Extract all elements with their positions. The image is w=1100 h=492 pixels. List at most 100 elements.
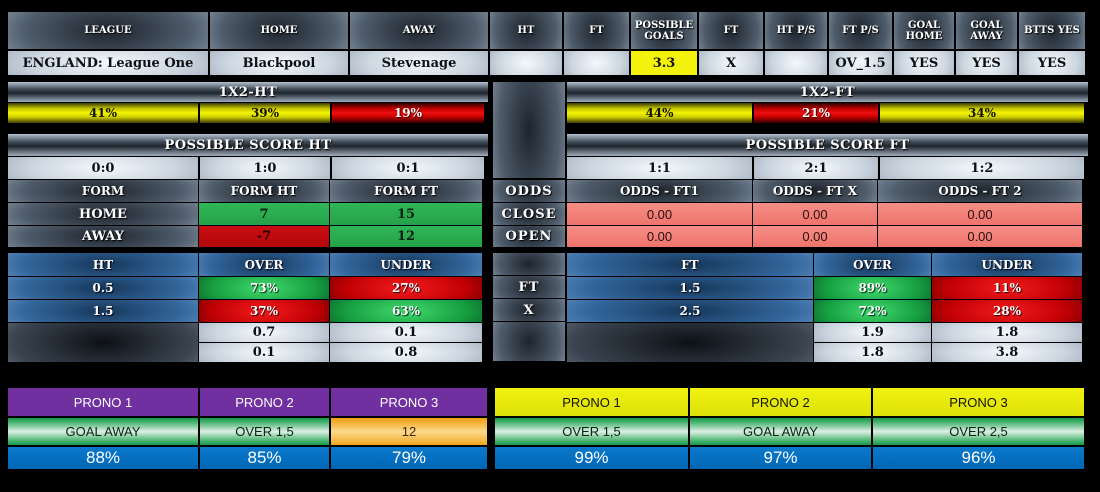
header-ht: HT bbox=[490, 12, 562, 49]
odds-label: ODDS bbox=[493, 180, 565, 202]
header-ft-pick: FT bbox=[699, 12, 763, 49]
under-header: UNDER bbox=[932, 253, 1082, 276]
over-pct-cell: 37% bbox=[199, 300, 329, 322]
odds-ft-table: ODDS - FT1 ODDS - FT X ODDS - FT 2 0.00 … bbox=[567, 180, 1088, 247]
pronos-ht-table: PRONO 1 PRONO 2 PRONO 3 GOAL AWAY OVER 1… bbox=[8, 388, 491, 469]
header-away: AWAY bbox=[350, 12, 488, 49]
over-header: OVER bbox=[814, 253, 931, 276]
pct-1x2-ht-draw: 39% bbox=[200, 103, 330, 123]
prono-pick: OVER 1,5 bbox=[200, 418, 329, 445]
header-btts-yes: BTTS YES bbox=[1019, 12, 1085, 49]
prono-pick: OVER 2,5 bbox=[873, 418, 1084, 445]
odds-open-cell: 0.00 bbox=[878, 226, 1082, 247]
value-btts-yes: YES bbox=[1019, 51, 1085, 75]
prono-confidence: 97% bbox=[690, 447, 871, 469]
odds-value-cell: 1.8 bbox=[814, 343, 931, 362]
prono-header: PRONO 1 bbox=[8, 388, 198, 416]
line-label: 0.5 bbox=[8, 277, 198, 299]
prono-confidence: 88% bbox=[8, 447, 198, 469]
prono-pick: OVER 1,5 bbox=[495, 418, 688, 445]
over-pct-cell: 72% bbox=[814, 300, 931, 322]
odds-open-cell: 0.00 bbox=[753, 226, 877, 247]
match-table: LEAGUE HOME AWAY HT FT POSSIBLE GOALS FT… bbox=[8, 12, 1087, 75]
form-header: FORM bbox=[8, 180, 198, 202]
value-possible-goals: 3.3 bbox=[631, 51, 697, 75]
blank-cell bbox=[8, 323, 198, 362]
score-cell: 1:0 bbox=[200, 157, 330, 179]
open-label: OPEN bbox=[493, 226, 565, 247]
blank-cell bbox=[493, 82, 565, 178]
prono-header: PRONO 1 bbox=[495, 388, 688, 416]
over-header: OVER bbox=[199, 253, 329, 276]
odds-value-cell: 0.1 bbox=[330, 323, 482, 342]
form-ht-header: FORM HT bbox=[199, 180, 329, 202]
blank-cell bbox=[493, 253, 565, 275]
form-away-ft-value: 12 bbox=[330, 226, 482, 247]
form-home-label: HOME bbox=[8, 203, 198, 225]
possible-score-ft-row: 1:1 2:1 1:2 bbox=[567, 157, 1088, 179]
value-ht-ps bbox=[765, 51, 827, 75]
line-label: 2.5 bbox=[567, 300, 813, 322]
odds-close-cell: 0.00 bbox=[753, 203, 877, 225]
ft-line-header: FT bbox=[567, 253, 813, 276]
pct-1x2-ft-draw: 21% bbox=[754, 103, 878, 123]
header-league: LEAGUE bbox=[8, 12, 208, 49]
value-goal-home: YES bbox=[894, 51, 954, 75]
form-ft-header: FORM FT bbox=[330, 180, 482, 202]
odds-ft1-header: ODDS - FT1 bbox=[567, 180, 752, 202]
score-cell: 0:1 bbox=[332, 157, 484, 179]
under-pct-cell: 11% bbox=[932, 277, 1082, 299]
line-label: 1.5 bbox=[567, 277, 813, 299]
odds-close-cell: 0.00 bbox=[567, 203, 752, 225]
ft-over-under-table: FT OVER UNDER 1.5 89% 11% 2.5 72% 28% 1.… bbox=[567, 253, 1088, 362]
value-goal-away: YES bbox=[956, 51, 1017, 75]
odds-ft2-header: ODDS - FT 2 bbox=[878, 180, 1082, 202]
under-pct-cell: 63% bbox=[330, 300, 482, 322]
pct-1x2-ht-home: 41% bbox=[8, 103, 198, 123]
prono-header: PRONO 2 bbox=[200, 388, 329, 416]
prono-pick: GOAL AWAY bbox=[690, 418, 871, 445]
form-home-ft-value: 15 bbox=[330, 203, 482, 225]
title-possible-score-ht: POSSIBLE SCORE HT bbox=[8, 134, 488, 156]
header-ft-ps: FT P/S bbox=[829, 12, 892, 49]
odds-value-cell: 1.9 bbox=[814, 323, 931, 342]
header-ft: FT bbox=[564, 12, 629, 49]
odds-ftx-header: ODDS - FT X bbox=[753, 180, 877, 202]
pct-1x2-ft-home: 44% bbox=[567, 103, 752, 123]
ft-label: FT bbox=[493, 276, 565, 298]
header-goal-home: GOAL HOME bbox=[894, 12, 954, 49]
prono-confidence: 79% bbox=[331, 447, 487, 469]
odds-value-cell: 3.8 bbox=[932, 343, 1082, 362]
bar-1x2-ht: 41% 39% 19% bbox=[8, 103, 488, 123]
form-away-label: AWAY bbox=[8, 226, 198, 247]
value-ht bbox=[490, 51, 562, 75]
score-cell: 1:2 bbox=[880, 157, 1084, 179]
value-ft-ps: OV_1.5 bbox=[829, 51, 892, 75]
form-home-ht-value: 7 bbox=[199, 203, 329, 225]
pct-1x2-ft-away: 34% bbox=[880, 103, 1084, 123]
middle-strip: ODDS CLOSE OPEN FT X bbox=[493, 82, 565, 361]
value-home-team: Blackpool bbox=[210, 51, 348, 75]
score-cell: 0:0 bbox=[8, 157, 198, 179]
odds-value-cell: 0.1 bbox=[199, 343, 329, 362]
bar-1x2-ft: 44% 21% 34% bbox=[567, 103, 1088, 123]
value-ft-pick: X bbox=[699, 51, 763, 75]
prono-header: PRONO 3 bbox=[873, 388, 1084, 416]
title-1x2-ft: 1X2-FT bbox=[567, 82, 1088, 102]
form-away-ht-value: -7 bbox=[199, 226, 329, 247]
form-table: FORM FORM HT FORM FT HOME 7 15 AWAY -7 1… bbox=[8, 180, 488, 247]
pronos-ft-table: PRONO 1 PRONO 2 PRONO 3 OVER 1,5 GOAL AW… bbox=[495, 388, 1088, 469]
possible-score-ht-row: 0:0 1:0 0:1 bbox=[8, 157, 488, 179]
close-label: CLOSE bbox=[493, 203, 565, 225]
prono-confidence: 85% bbox=[200, 447, 329, 469]
under-pct-cell: 27% bbox=[330, 277, 482, 299]
odds-open-cell: 0.00 bbox=[567, 226, 752, 247]
blank-cell bbox=[493, 322, 565, 361]
x-label: X bbox=[493, 299, 565, 321]
odds-value-cell: 0.8 bbox=[330, 343, 482, 362]
blank-cell bbox=[567, 323, 813, 362]
odds-close-cell: 0.00 bbox=[878, 203, 1082, 225]
value-league: ENGLAND: League One bbox=[8, 51, 208, 75]
ht-line-header: HT bbox=[8, 253, 198, 276]
title-1x2-ht: 1X2-HT bbox=[8, 82, 488, 102]
